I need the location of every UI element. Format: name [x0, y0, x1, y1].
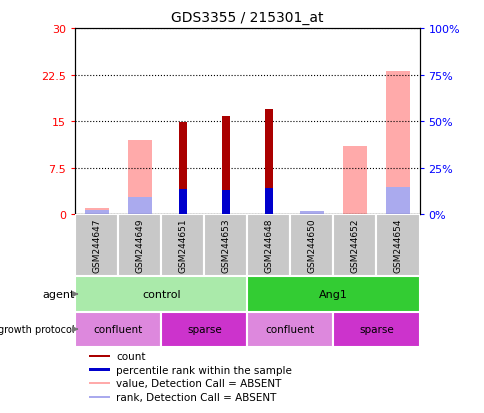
Text: GSM244654: GSM244654 [393, 218, 402, 272]
Text: GSM244647: GSM244647 [92, 218, 101, 272]
Bar [264, 188, 272, 215]
Bar [85, 210, 108, 215]
Text: count: count [116, 351, 146, 361]
Bar [222, 117, 229, 215]
Bar [128, 197, 151, 215]
FancyBboxPatch shape [247, 277, 419, 312]
Title: GDS3355 / 215301_at: GDS3355 / 215301_at [171, 11, 323, 25]
Bar [385, 188, 409, 215]
FancyBboxPatch shape [118, 215, 161, 277]
Text: confluent: confluent [265, 324, 315, 335]
Bar [128, 140, 151, 215]
Bar [179, 190, 186, 215]
FancyBboxPatch shape [75, 312, 161, 347]
Bar [300, 212, 323, 215]
Bar [85, 209, 108, 215]
Text: control: control [142, 289, 180, 299]
Text: sparse: sparse [186, 324, 221, 335]
Text: agent: agent [42, 289, 74, 299]
FancyBboxPatch shape [333, 215, 376, 277]
FancyBboxPatch shape [75, 277, 247, 312]
Bar [342, 147, 366, 215]
Text: percentile rank within the sample: percentile rank within the sample [116, 365, 292, 375]
Bar [385, 72, 409, 215]
Bar [307, 211, 315, 215]
FancyBboxPatch shape [333, 312, 419, 347]
Text: GSM244648: GSM244648 [264, 218, 273, 272]
Text: GSM244653: GSM244653 [221, 218, 230, 272]
Text: sparse: sparse [358, 324, 393, 335]
Text: rank, Detection Call = ABSENT: rank, Detection Call = ABSENT [116, 392, 276, 402]
Text: GSM244652: GSM244652 [350, 218, 359, 272]
Bar [89, 382, 109, 385]
FancyBboxPatch shape [75, 215, 118, 277]
FancyBboxPatch shape [247, 312, 333, 347]
FancyBboxPatch shape [247, 215, 290, 277]
Bar [92, 211, 100, 215]
Bar [264, 109, 272, 215]
Text: GSM244649: GSM244649 [135, 218, 144, 272]
Bar [89, 396, 109, 398]
Bar [222, 191, 229, 215]
Text: GSM244650: GSM244650 [307, 218, 316, 272]
FancyBboxPatch shape [161, 215, 204, 277]
Bar [89, 355, 109, 357]
Text: value, Detection Call = ABSENT: value, Detection Call = ABSENT [116, 378, 281, 388]
FancyBboxPatch shape [290, 215, 333, 277]
Text: confluent: confluent [93, 324, 143, 335]
Text: GSM244651: GSM244651 [178, 218, 187, 272]
FancyBboxPatch shape [376, 215, 419, 277]
Text: Ang1: Ang1 [318, 289, 347, 299]
FancyBboxPatch shape [204, 215, 247, 277]
Bar [89, 368, 109, 371]
Bar [179, 123, 186, 215]
Text: growth protocol: growth protocol [0, 324, 74, 335]
FancyBboxPatch shape [161, 312, 247, 347]
